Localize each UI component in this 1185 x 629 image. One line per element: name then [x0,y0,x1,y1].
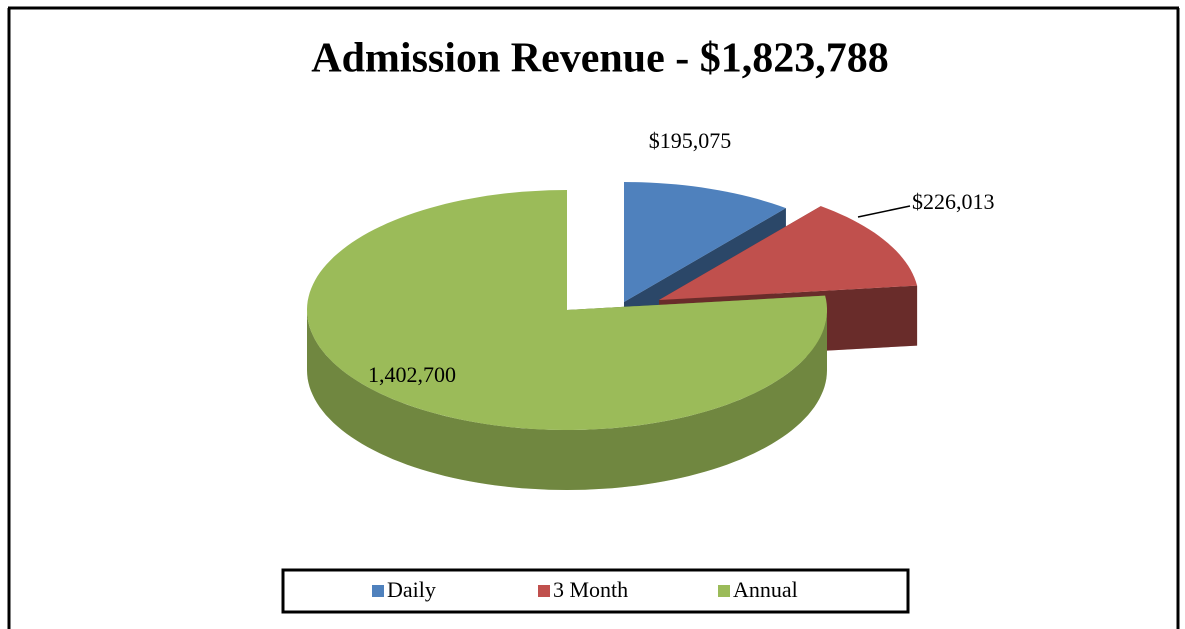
legend: Daily 3 Month Annual [372,577,798,602]
slice-side [307,310,827,490]
slice [307,190,827,490]
slice [659,206,918,300]
slice-side-shade [307,310,827,490]
pie: $195,075 $226,013 1,402,700 [307,128,995,490]
leader-line [857,205,911,218]
legend-swatch [718,585,730,597]
legend-label: Annual [733,577,798,602]
legend-label: Daily [387,577,436,602]
legend-box [281,568,910,614]
data-label: 1,402,700 [368,362,456,387]
legend-swatch [538,585,550,597]
chart-title: Admission Revenue - $1,823,788 [311,36,889,82]
legend-label: 3 Month [553,577,628,602]
legend-swatch [372,585,384,597]
slice [307,190,827,430]
data-label: $226,013 [912,189,995,214]
slice [624,182,786,302]
data-label: $195,075 [649,128,732,153]
